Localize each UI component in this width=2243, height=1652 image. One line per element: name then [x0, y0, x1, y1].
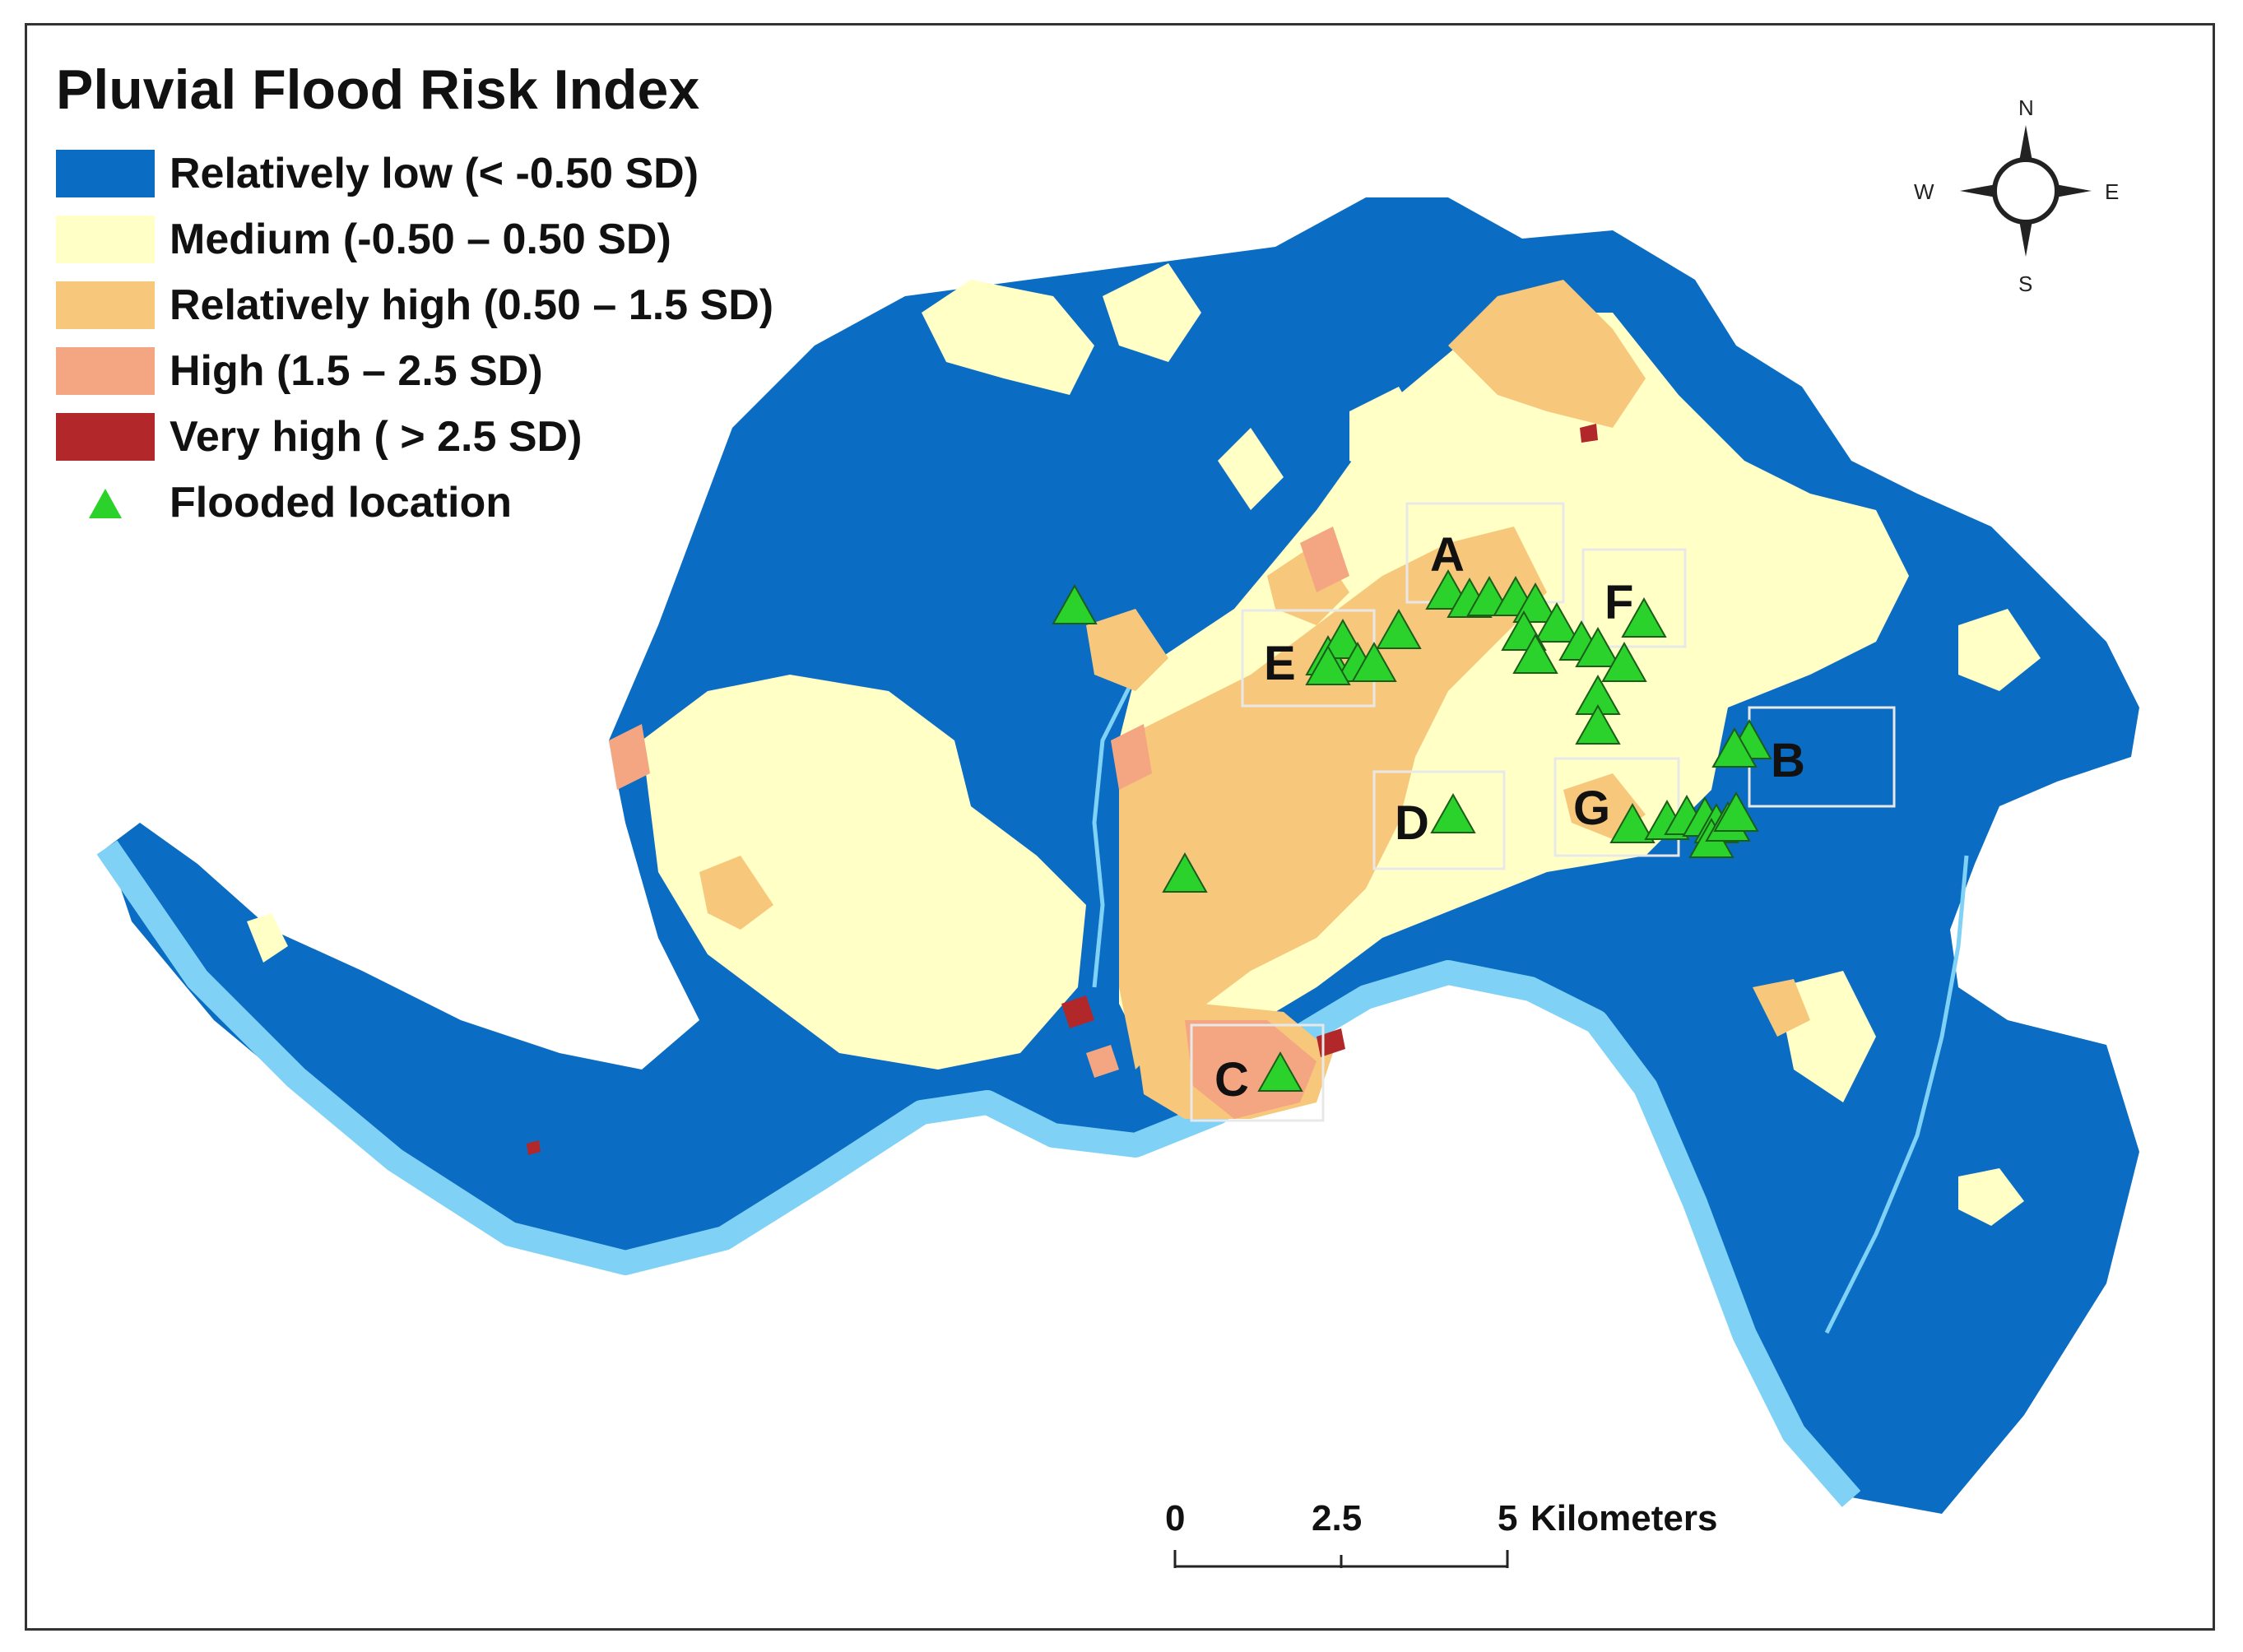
zone-box-f	[1581, 548, 1687, 648]
tributary-west	[1092, 673, 1138, 988]
flooded-location-marker	[1305, 644, 1351, 685]
zone-labels: A B C D E F G	[1214, 528, 1805, 1107]
flooded-location-marker	[1162, 852, 1208, 893]
flooded-location-marker	[1534, 601, 1580, 643]
study-zones	[1190, 502, 1896, 1122]
map-frame	[25, 23, 2215, 1631]
flooded-location-marker	[1376, 608, 1422, 649]
legend-label-low: Relatively low (< -0.50 SD)	[170, 150, 699, 197]
compass-east: E	[2105, 179, 2119, 204]
flooded-location-marker	[1351, 641, 1397, 682]
compass-west: W	[1914, 179, 1934, 204]
flooded-location-marker	[1575, 626, 1621, 667]
zone-label-g: G	[1573, 782, 1610, 835]
flooded-triangle-icon	[89, 489, 122, 518]
compass-south: S	[2018, 271, 2032, 296]
zone-label-e: E	[1264, 637, 1296, 690]
flooded-location-marker	[1257, 1051, 1303, 1092]
flooded-location-marker	[1575, 703, 1621, 745]
tributary	[1824, 855, 1969, 1334]
compass-rose-icon: N S E W	[1914, 95, 2119, 296]
legend-swatch-very-high	[56, 413, 155, 461]
flooded-location-marker	[1052, 583, 1098, 624]
flooded-location-marker	[1512, 633, 1558, 674]
flooded-location-marker	[1320, 618, 1366, 659]
legend-swatch-relatively-high	[56, 281, 155, 329]
legend-label-high: High (1.5 – 2.5 SD)	[170, 347, 543, 395]
river	[96, 840, 1861, 1507]
flooded-location-marker	[1621, 596, 1667, 638]
flooded-location-marker	[1609, 802, 1656, 843]
zone-box-d	[1372, 770, 1506, 870]
scale-unit: Kilometers	[1530, 1498, 1717, 1538]
scale-bar: 0 2.5 5 Kilometers	[1165, 1498, 1717, 1568]
flooded-location-marker	[1601, 641, 1647, 682]
flooded-location-marker	[1430, 792, 1476, 833]
high-risk-areas	[609, 527, 1349, 1119]
zone-label-d: D	[1395, 796, 1429, 850]
legend-label-medium: Medium (-0.50 – 0.50 SD)	[170, 216, 671, 263]
legend-title: Pluvial Flood Risk Index	[56, 58, 700, 121]
legend-swatch-low	[56, 150, 155, 197]
flooded-location-marker	[1711, 726, 1758, 768]
zone-box-g	[1553, 757, 1680, 857]
scale-tick-0: 0	[1165, 1498, 1185, 1538]
scale-tick-2-5: 2.5	[1312, 1498, 1362, 1538]
zone-label-b: B	[1771, 734, 1805, 787]
zone-box-c	[1190, 1023, 1325, 1122]
legend-swatch-high	[56, 347, 155, 395]
legend-label-relatively-high: Relatively high (0.50 – 1.5 SD)	[170, 281, 774, 329]
legend-swatch-medium	[56, 216, 155, 263]
compass-north: N	[2018, 95, 2034, 120]
flooded-locations	[1052, 568, 1772, 1092]
legend-label-flooded: Flooded location	[170, 479, 512, 527]
flooded-location-marker	[1713, 791, 1759, 832]
zone-label-f: F	[1604, 576, 1633, 629]
zone-label-c: C	[1214, 1053, 1249, 1107]
scale-tick-5: 5	[1498, 1498, 1517, 1538]
legend-label-very-high: Very high ( > 2.5 SD)	[170, 413, 583, 461]
